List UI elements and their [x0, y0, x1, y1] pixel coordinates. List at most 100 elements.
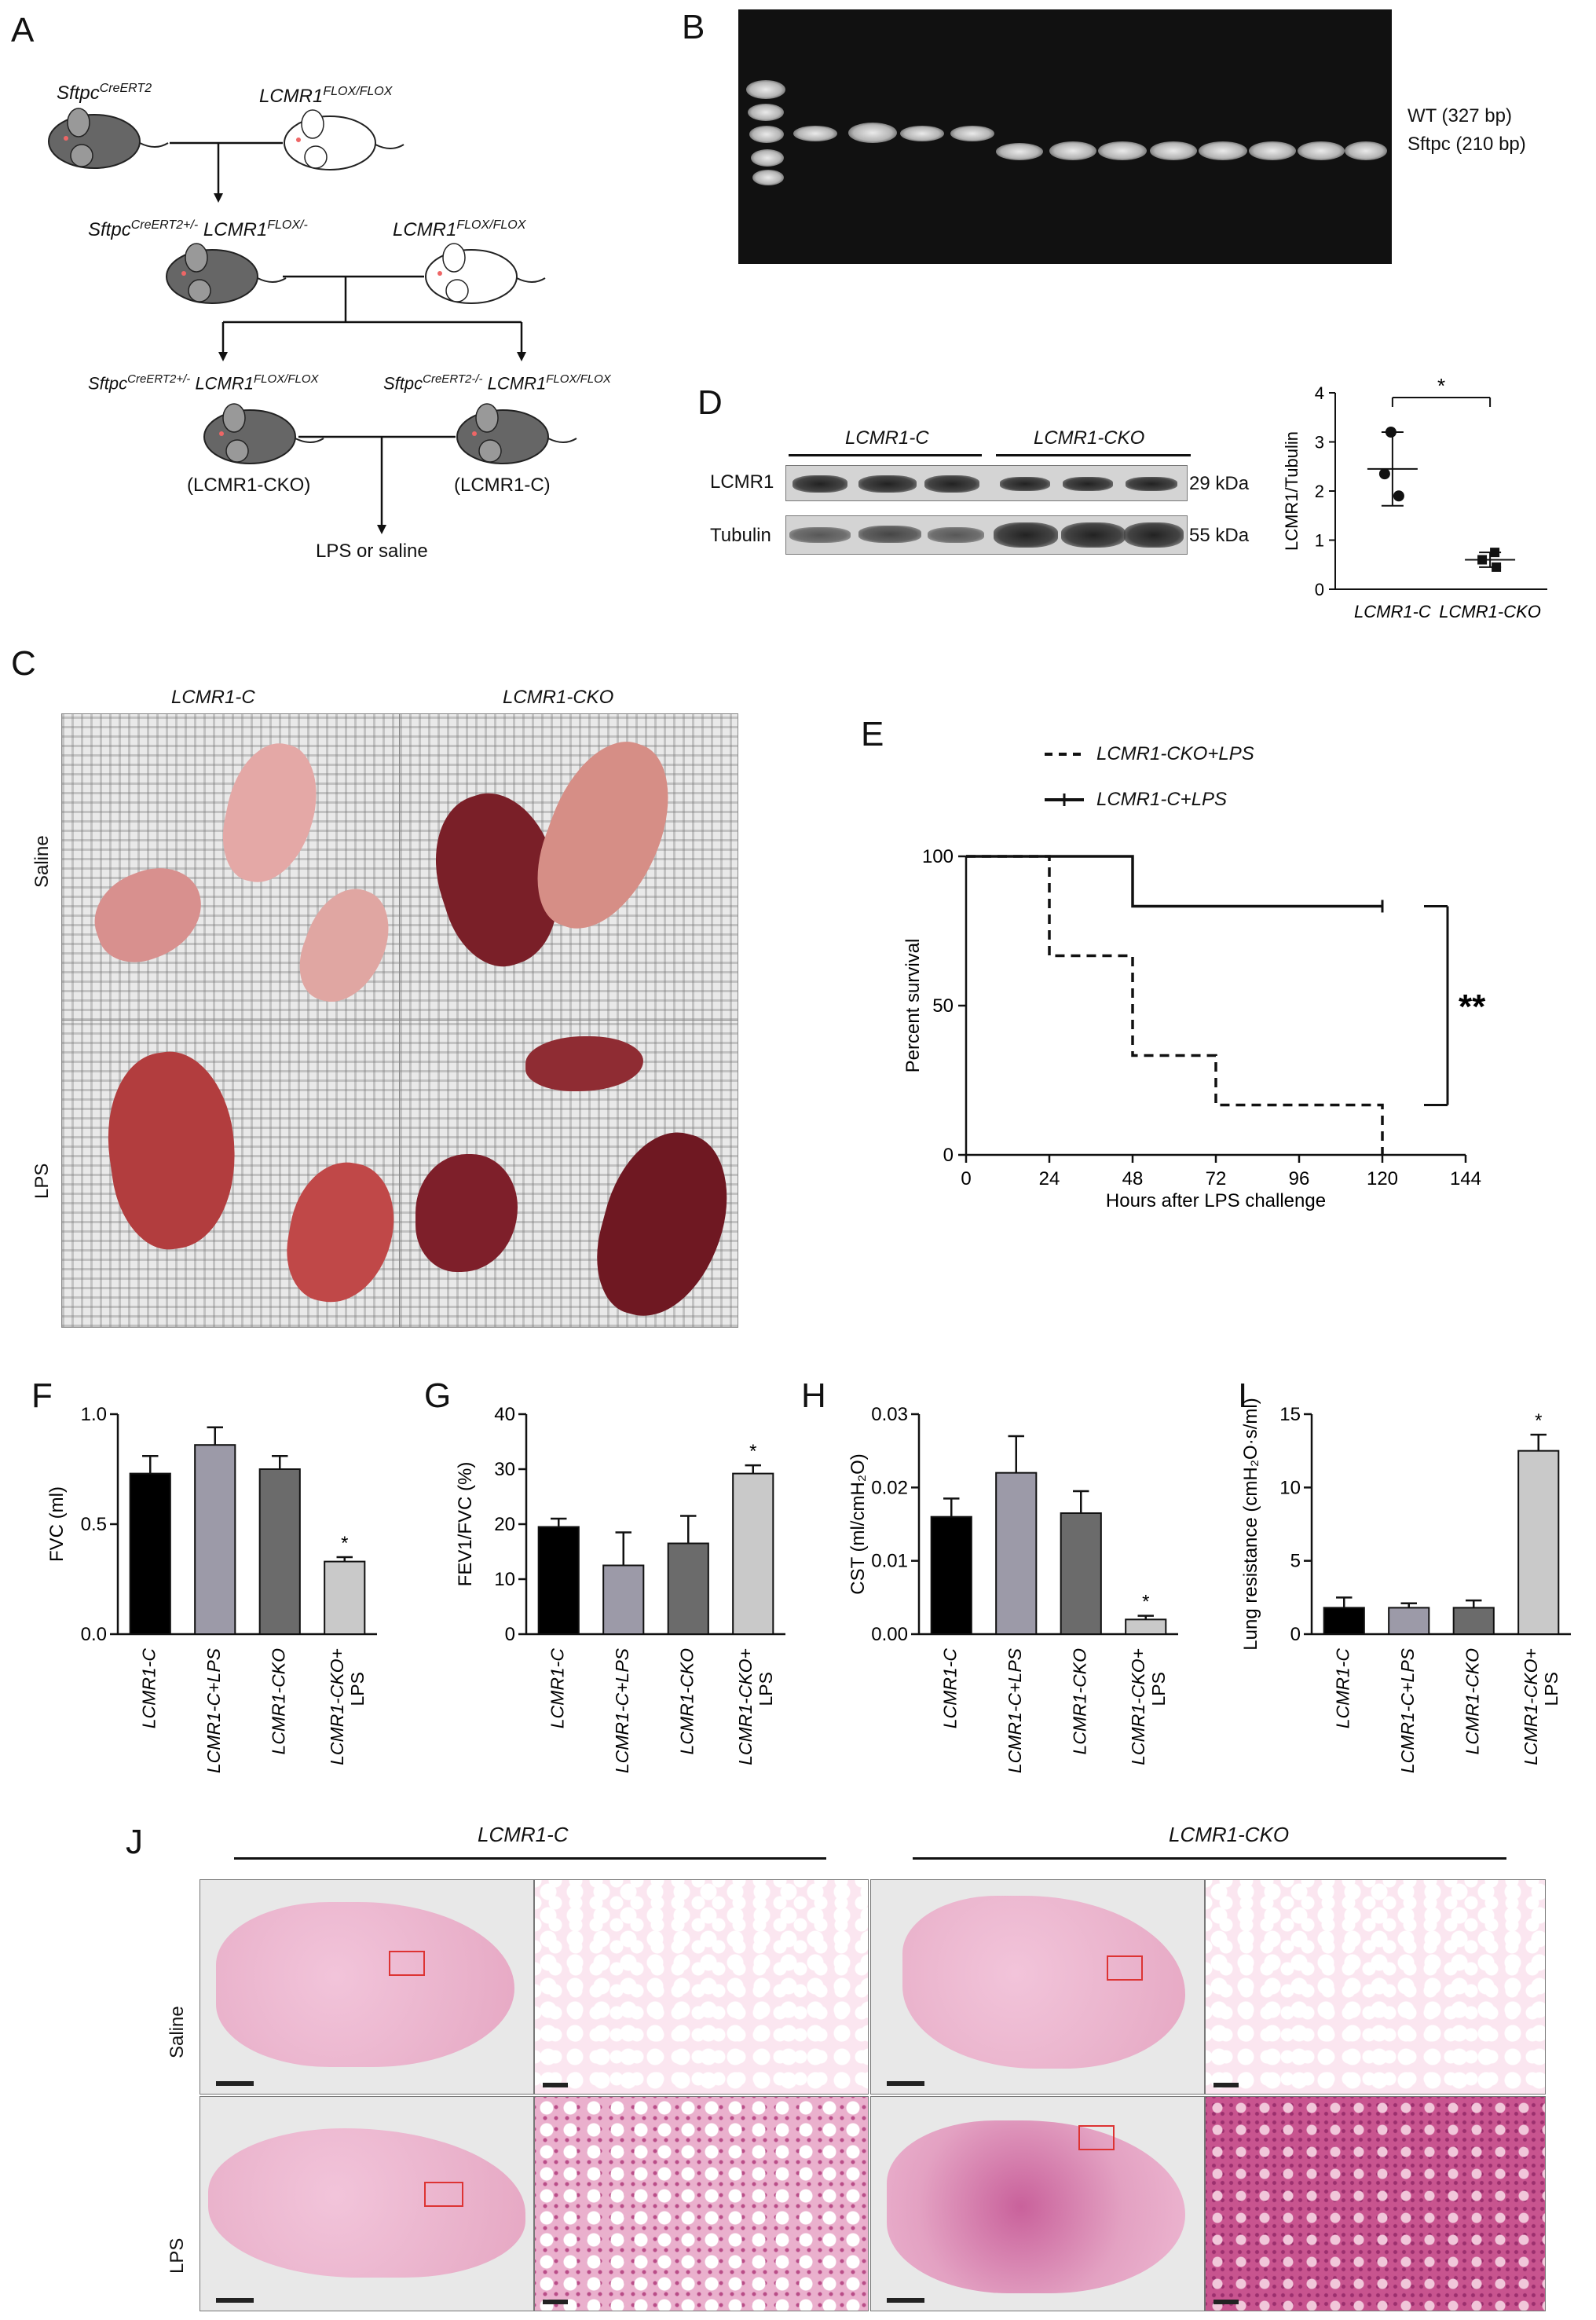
y-tick-label: 1	[1315, 531, 1324, 551]
category-label: LCMR1-C	[547, 1648, 567, 1729]
significance-marker: *	[1535, 1410, 1542, 1431]
bar	[1323, 1607, 1365, 1635]
category-label-group: LCMR1-CKO+ LPS	[1521, 1648, 1561, 1765]
legend-e-c: LCMR1-C+LPS	[1096, 789, 1228, 810]
category-label: LCMR1-CKO	[1069, 1648, 1089, 1755]
y-tick-label: 0.0	[81, 1624, 107, 1645]
panel-label-i: I	[1238, 1376, 1248, 1415]
bar	[602, 1564, 645, 1635]
bar	[930, 1516, 972, 1635]
category-label: LCMR1-CKO	[1462, 1648, 1482, 1755]
y-tick-label: 0.00	[871, 1624, 908, 1645]
survival-line	[966, 855, 1382, 908]
significance-marker: **	[1459, 988, 1486, 1026]
y-axis-label: Percent survival	[902, 939, 924, 1073]
breeding-scheme: SftpcCreERT2 LCMR1FLOX/FLOX	[0, 0, 691, 581]
category-label: LCMR1-CKO+	[1521, 1648, 1541, 1765]
chart-h: 0.00 0.01 0.02 0.03 CST (ml/cmH₂O) LCMR1-C LCM…	[847, 1404, 1178, 1773]
y-tick-label: 0.01	[871, 1551, 908, 1572]
wb-group-c: LCMR1-C	[845, 427, 929, 449]
category-label: LPS	[347, 1672, 368, 1706]
histo-cko-lps-high	[1205, 2096, 1546, 2311]
category-label: LCMR1-C	[939, 1648, 960, 1729]
f1-partner-genotype: LCMR1FLOX/FLOX	[393, 218, 526, 240]
category-label-group: LCMR1-C	[547, 1648, 567, 1729]
photo-c-lps	[61, 1020, 404, 1328]
mouse-dark-3	[203, 403, 324, 464]
panel-label-c: C	[11, 644, 36, 683]
chart-f: 0.0 0.5 1.0 FVC (ml) LCMR1-C LCMR1-C+LPS LCMR1…	[46, 1404, 377, 1773]
data-point	[1490, 548, 1500, 558]
category-label: LCMR1-CKO	[1439, 602, 1541, 621]
category-label: LCMR1-C+LPS	[1005, 1647, 1025, 1773]
f1-genotype: SftpcCreERT2+/- LCMR1FLOX/-	[88, 218, 308, 240]
bar	[1060, 1512, 1102, 1635]
category-label-group: LCMR1-C	[939, 1648, 960, 1729]
x-tick-label: 24	[1039, 1168, 1060, 1189]
y-axis-label: FEV1/FVC (%)	[455, 1462, 476, 1587]
category-label-group: LCMR1-C+LPS	[1397, 1647, 1418, 1773]
photo-row-lps: LPS	[31, 1163, 53, 1199]
y-axis-label: CST (ml/cmH₂O)	[847, 1453, 869, 1595]
y-tick-label: 10	[1279, 1477, 1301, 1498]
category-label-group: LCMR1-CKO+ LPS	[327, 1648, 368, 1765]
panel-label-h: H	[801, 1376, 826, 1415]
x-tick-label: 96	[1289, 1168, 1310, 1189]
panel-label-g: G	[424, 1376, 452, 1415]
bar	[258, 1468, 301, 1635]
bar	[995, 1472, 1038, 1635]
histo-cko-saline-low	[870, 1879, 1205, 2095]
bar	[1452, 1607, 1495, 1635]
category-label-group: LCMR1-C+LPS	[612, 1647, 632, 1773]
x-axis-label: Hours after LPS challenge	[1106, 1190, 1326, 1211]
category-label: LCMR1-CKO+	[327, 1648, 347, 1765]
genotyping-gel	[738, 9, 1392, 264]
chart-i: 0 5 10 15 Lung resistance (cmH₂O·s/ml) LCMR1-…	[1240, 1398, 1571, 1773]
data-point	[1385, 427, 1396, 438]
category-label-group: LCMR1-CKO+ LPS	[735, 1648, 776, 1765]
y-tick-label: 0	[505, 1624, 515, 1645]
y-tick-label: 2	[1315, 482, 1324, 501]
panel-label-a: A	[11, 11, 35, 49]
wb-kda-55: 55 kDa	[1189, 525, 1250, 546]
photo-cko-saline	[399, 713, 738, 1021]
category-label-group: LCMR1-CKO	[1069, 1648, 1089, 1755]
data-point	[1492, 562, 1502, 572]
photo-cko-lps	[399, 1020, 745, 1332]
histo-c-lps-low	[200, 2096, 534, 2311]
chart-e-survival: 0 50 100 0 24 48 72 96 120 144 Percent survival Hou…	[902, 846, 1486, 1211]
category-label-group: LCMR1-CKO	[1462, 1648, 1482, 1755]
y-axis-label: LCMR1/Tubulin	[1282, 431, 1301, 551]
category-label-group: LCMR1-CKO	[268, 1648, 288, 1755]
mouse-dark-2	[166, 243, 287, 304]
x-tick-label: 48	[1122, 1168, 1144, 1189]
y-tick-label: 100	[922, 846, 954, 867]
panel-label-b: B	[682, 8, 705, 46]
gel-wt-label: WT (327 bp)	[1407, 105, 1512, 126]
legend-e-marks	[1045, 753, 1084, 806]
category-label: LCMR1-CKO+	[735, 1648, 756, 1765]
y-axis-label: Lung resistance (cmH₂O·s/ml)	[1240, 1398, 1261, 1651]
histo-cko-lps-low	[870, 2096, 1205, 2311]
panel-label-d: D	[697, 383, 723, 422]
legend-e-cko: LCMR1-CKO+LPS	[1096, 743, 1254, 764]
survival-line	[966, 855, 1384, 1155]
chart-g: 0 10 20 30 40 FEV1/FVC (%) LCMR1-C LCMR1-C+LPS L…	[455, 1404, 785, 1773]
wb-kda-29: 29 kDa	[1189, 473, 1250, 494]
x-tick-label: 120	[1367, 1168, 1398, 1189]
wb-group-cko: LCMR1-CKO	[1034, 427, 1145, 449]
photo-row-saline: Saline	[31, 835, 53, 888]
histo-group-cko: LCMR1-CKO	[1169, 1823, 1290, 1846]
parent2-genotype: LCMR1FLOX/FLOX	[259, 85, 393, 107]
x-tick-label: 144	[1450, 1168, 1481, 1189]
histo-row-saline: Saline	[167, 2006, 188, 2058]
parent1-genotype: SftpcCreERT2	[57, 82, 152, 104]
bar	[1388, 1607, 1430, 1635]
category-label: LCMR1-C+LPS	[612, 1647, 632, 1773]
category-label-group: LCMR1-C+LPS	[1005, 1647, 1025, 1773]
data-point	[1393, 490, 1404, 502]
breeding-diagram	[48, 108, 577, 534]
bar	[1517, 1450, 1560, 1635]
y-tick-label: 0.5	[81, 1514, 107, 1535]
bar	[537, 1526, 580, 1635]
